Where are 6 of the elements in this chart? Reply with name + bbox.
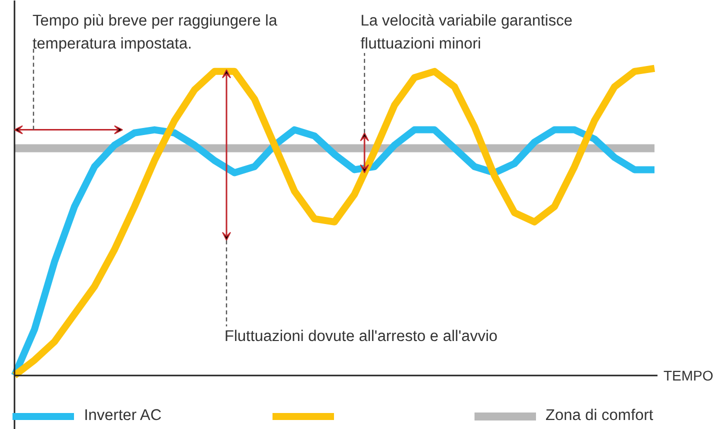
x-axis-title: TEMPO [664, 367, 713, 384]
text: La velocità variabile garantisce fluttuazioni minori [360, 12, 572, 52]
text: Tempo più breve per raggiungere la temperatura impostata. [32, 12, 278, 52]
legend-label: Zona di comfort [546, 407, 654, 425]
legend-label: Inverter AC [84, 407, 162, 425]
annotation: Fluttuazioni dovute all'arresto e all'avvio [224, 328, 498, 345]
